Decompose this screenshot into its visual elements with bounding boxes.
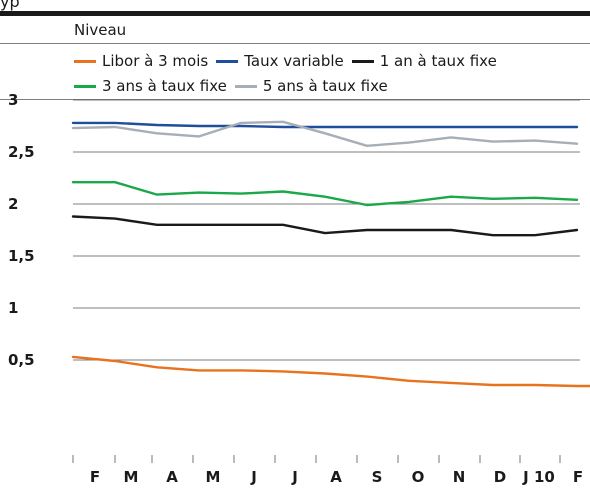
legend-label-taux-variable: Taux variable: [244, 52, 344, 70]
legend-item-3-ans: 3 ans à taux fixe: [74, 77, 227, 95]
x-tick-label: A: [166, 468, 178, 486]
divider-top: [0, 43, 590, 44]
series-line-3: [71, 180, 579, 207]
series-line-2: [71, 215, 579, 237]
legend-swatch-5-ans: [234, 84, 257, 88]
series-line-1: [71, 121, 579, 129]
x-tick-label: S: [372, 468, 383, 486]
legend-label-3-ans: 3 ans à taux fixe: [102, 77, 227, 95]
legend-item-1-an: 1 an à taux fixe: [351, 52, 497, 70]
legend-swatch-libor: [74, 59, 96, 63]
x-tick-label: F: [573, 468, 583, 486]
legend-item-5-ans: 5 ans à taux fixe: [234, 77, 388, 95]
legend-swatch-1-an: [351, 59, 374, 63]
legend-swatch-taux-variable: [216, 59, 239, 63]
y-tick-label: 1: [8, 299, 18, 317]
series-line-4: [71, 120, 579, 148]
x-tick-label: D: [494, 468, 506, 486]
truncated-title: yp: [0, 0, 20, 11]
legend-label-5-ans: 5 ans à taux fixe: [262, 77, 388, 95]
divider-bottom: [0, 99, 590, 100]
y-tick-label: 2,5: [8, 143, 35, 161]
legend-label-1-an: 1 an à taux fixe: [379, 52, 497, 70]
x-tick-label: O: [412, 468, 425, 486]
legend-item-taux-variable: Taux variable: [216, 52, 344, 70]
x-tick-label: M: [124, 468, 139, 486]
legend-swatch-3-ans: [74, 84, 96, 88]
y-tick-label: 1,5: [8, 247, 35, 265]
legend-row-2: 3 ans à taux fixe 5 ans à taux fixe: [74, 77, 396, 95]
x-tick-label: A: [330, 468, 342, 486]
x-tick-label: J: [291, 468, 298, 486]
top-rule: [0, 11, 590, 16]
x-tick-label: N: [453, 468, 466, 486]
y-tick-label: 2: [8, 195, 18, 213]
chart-subtitle: Niveau: [74, 21, 127, 39]
y-tick-label: 0,5: [8, 351, 35, 369]
x-tick-label: M: [206, 468, 221, 486]
legend-row-1: Libor à 3 mois Taux variable 1 an à taux…: [74, 52, 505, 70]
legend-label-libor: Libor à 3 mois: [102, 52, 209, 70]
legend-item-libor: Libor à 3 mois: [74, 52, 208, 70]
y-tick-label: 3: [8, 91, 18, 109]
series-line-0: [71, 355, 590, 388]
x-tick-label: F: [90, 468, 100, 486]
x-tick-label: J 10: [522, 468, 555, 486]
x-tick-label: J: [250, 468, 257, 486]
